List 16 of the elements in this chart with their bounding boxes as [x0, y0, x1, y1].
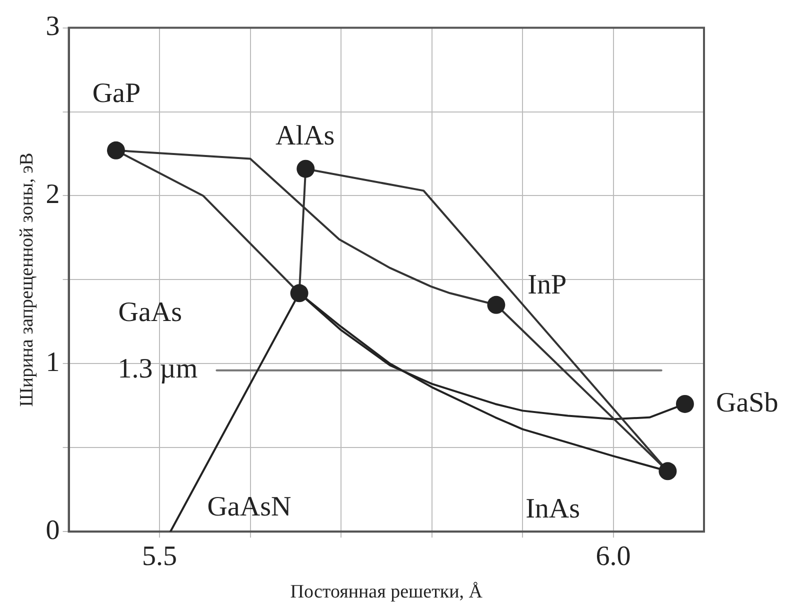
text: GaSb	[716, 388, 778, 418]
annotation: 1.3 µm	[118, 354, 198, 385]
x-axis-title: Постоянная решетки, Å	[290, 582, 483, 603]
y-tick-label: 1	[46, 347, 60, 378]
y-tick-label: 2	[46, 179, 60, 210]
annotation: GaP	[92, 78, 141, 110]
annotation: InAs	[526, 493, 580, 524]
annotation: InP	[528, 270, 567, 301]
annotation: GaAs	[118, 296, 182, 328]
y-tick-label: 3	[46, 11, 60, 42]
x-tick-label: 5.5	[142, 540, 178, 572]
y-tick-label: 0	[46, 514, 60, 546]
y-axis-title: Ширина запрещенной зоны, эВ	[16, 152, 38, 407]
x-tick-label: 6.0	[596, 540, 631, 572]
annotation: AlAs	[276, 120, 335, 152]
annotation: GaAsN	[207, 491, 292, 522]
